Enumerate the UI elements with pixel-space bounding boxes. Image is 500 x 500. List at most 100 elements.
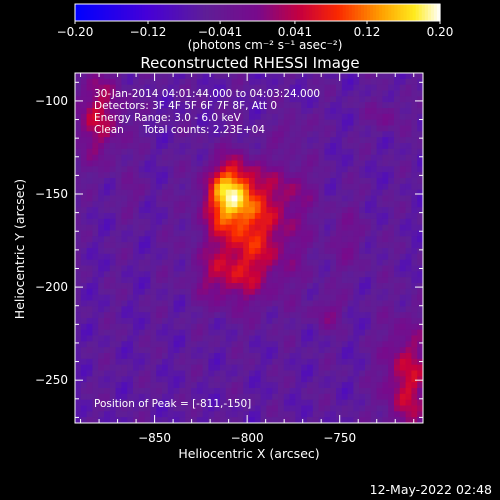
heatmap-cell [388, 131, 395, 138]
heatmap-cell [243, 78, 250, 86]
heatmap-cell [341, 370, 349, 377]
heatmap-cell [237, 236, 244, 243]
heatmap-cell [382, 154, 389, 161]
heatmap-cell [365, 393, 372, 401]
heatmap-cell [185, 78, 192, 86]
heatmap-cell [365, 277, 372, 284]
heatmap-cell [283, 78, 291, 86]
heatmap-cell [202, 154, 209, 161]
heatmap-cell [301, 143, 308, 150]
heatmap-cell [191, 265, 198, 272]
heatmap-cell [86, 417, 93, 424]
heatmap-cell [359, 154, 366, 161]
heatmap-cell [417, 376, 424, 383]
heatmap-cell [336, 183, 343, 191]
heatmap-cell [231, 393, 238, 401]
heatmap-cell [388, 148, 395, 156]
heatmap-cell [231, 143, 238, 150]
heatmap-cell [249, 224, 256, 231]
heatmap-cell [417, 148, 424, 156]
colorbar-ticks: −0.20 −0.12 −0.041 0.041 0.12 0.20 [57, 21, 453, 39]
heatmap-cell [278, 236, 285, 243]
heatmap-cell [92, 405, 99, 412]
heatmap-cell [318, 370, 325, 377]
heatmap-cell [225, 143, 233, 150]
heatmap-cell [156, 183, 163, 191]
heatmap-cell [312, 218, 320, 226]
heatmap-cell [376, 183, 383, 191]
heatmap-cell [150, 335, 157, 342]
heatmap-cell [388, 271, 395, 278]
heatmap-cell [399, 189, 407, 196]
heatmap-cell [307, 213, 314, 220]
heatmap-cell [208, 300, 215, 307]
heatmap-cell [289, 78, 296, 86]
heatmap-cell [365, 341, 372, 348]
heatmap-cell [301, 376, 308, 383]
heatmap-cell [80, 288, 88, 296]
heatmap-cell [92, 102, 99, 109]
heatmap-cell [249, 195, 256, 202]
heatmap-cell [208, 172, 215, 179]
heatmap-cell [127, 96, 134, 103]
heatmap-cell [104, 137, 111, 144]
heatmap-cell [283, 364, 291, 371]
heatmap-cell [127, 90, 134, 97]
heatmap-cell [173, 143, 180, 150]
heatmap-cell [220, 294, 227, 301]
heatmap-cell [289, 178, 296, 185]
heatmap-cell [220, 265, 227, 272]
heatmap-cell [307, 90, 314, 97]
heatmap-cell [127, 218, 134, 226]
heatmap-cell [237, 277, 244, 284]
heatmap-cell [167, 108, 175, 115]
heatmap-cell [283, 271, 291, 278]
heatmap-cell [115, 277, 122, 284]
heatmap-cell [376, 393, 383, 401]
heatmap-cell [307, 417, 314, 424]
heatmap-cell [411, 405, 418, 412]
heatmap-cell [353, 96, 360, 103]
heatmap-cell [254, 242, 262, 249]
heatmap-cell [109, 78, 117, 86]
heatmap-cell [202, 213, 209, 220]
heatmap-cell [336, 248, 343, 255]
heatmap-cell [173, 312, 180, 319]
heatmap-cell [220, 154, 227, 161]
heatmap-cell [138, 108, 146, 115]
heatmap-cell [330, 300, 337, 307]
heatmap-cell [109, 154, 117, 161]
colorbar-segment [436, 4, 441, 21]
heatmap-cell [301, 323, 308, 331]
heatmap-cell [156, 347, 163, 354]
heatmap-cell [208, 242, 215, 249]
heatmap-cell [312, 388, 320, 395]
heatmap-cell [150, 288, 157, 296]
heatmap-cell [318, 131, 325, 138]
heatmap-cell [115, 411, 122, 418]
heatmap-cell [133, 213, 140, 220]
heatmap-cell [173, 160, 180, 167]
heatmap-cell [133, 172, 140, 179]
heatmap-cell [138, 288, 146, 296]
heatmap-cell [353, 347, 360, 354]
heatmap-cell [214, 102, 221, 109]
heatmap-cell [231, 102, 238, 109]
heatmap-cell [202, 265, 209, 272]
heatmap-cell [214, 353, 221, 360]
heatmap-cell [196, 195, 204, 202]
colorbar-segment [120, 4, 125, 21]
heatmap-cell [243, 283, 250, 290]
heatmap-cell [214, 399, 221, 406]
heatmap-cell [138, 312, 146, 319]
heatmap-cell [249, 201, 256, 208]
heatmap-cell [104, 178, 111, 185]
heatmap-cell [191, 236, 198, 243]
heatmap-cell [138, 230, 146, 237]
heatmap-cell [144, 218, 151, 226]
heatmap-cell [104, 323, 111, 331]
heatmap-cell [272, 253, 279, 261]
heatmap-cell [301, 248, 308, 255]
heatmap-cell [179, 248, 186, 255]
heatmap-cell [86, 283, 93, 290]
